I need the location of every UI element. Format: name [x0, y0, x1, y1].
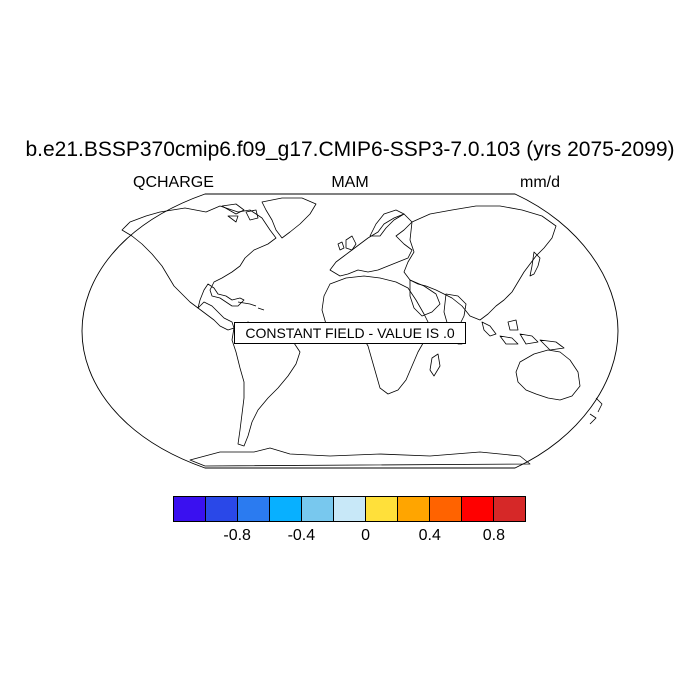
- colorbar-tick-label: 0: [361, 527, 370, 544]
- europe-coastline: [329, 213, 413, 277]
- colorbar-swatch: [494, 497, 525, 521]
- colorbar-tick-label: 0.4: [418, 527, 441, 544]
- colorbar-tick-label: -0.4: [287, 527, 316, 544]
- colorbar: [173, 496, 526, 522]
- colorbar-swatch: [238, 497, 270, 521]
- colorbar-swatch: [334, 497, 366, 521]
- colorbar-swatch: [430, 497, 462, 521]
- arctic-islands: [221, 203, 259, 223]
- season-label: MAM: [331, 174, 369, 191]
- caribbean-islands: [237, 301, 265, 311]
- madagascar-coastline: [429, 353, 441, 377]
- colorbar-swatch: [398, 497, 430, 521]
- colorbar-swatch: [366, 497, 398, 521]
- plot-title: b.e21.BSSP370cmip6.f09_g17.CMIP6-SSP3-7.…: [25, 138, 675, 161]
- japan-coastline: [529, 251, 541, 277]
- british-isles-coastline: [337, 235, 357, 251]
- central-america-coastline: [197, 301, 235, 331]
- colorbar-swatch: [206, 497, 238, 521]
- new-zealand-coastline: [589, 397, 603, 425]
- antarctica-coastline: [189, 447, 531, 467]
- arabian-peninsula-coastline: [409, 279, 441, 317]
- units-label: mm/d: [520, 174, 560, 191]
- australia-coastline: [515, 349, 581, 401]
- constant-field-notice: CONSTANT FIELD - VALUE IS .0: [234, 322, 466, 344]
- variable-label: QCHARGE: [133, 174, 214, 191]
- north-america-coastline: [121, 205, 277, 309]
- greenland-coastline: [261, 197, 317, 239]
- southeast-asia-islands: [481, 319, 565, 351]
- colorbar-swatch: [302, 497, 334, 521]
- colorbar-swatch: [270, 497, 302, 521]
- colorbar-swatch: [462, 497, 494, 521]
- colorbar-tick-label: -0.8: [223, 527, 251, 544]
- colorbar-tick-label: 0.8: [482, 527, 506, 544]
- scandinavia-coastline: [369, 209, 405, 237]
- colorbar-swatch: [174, 497, 206, 521]
